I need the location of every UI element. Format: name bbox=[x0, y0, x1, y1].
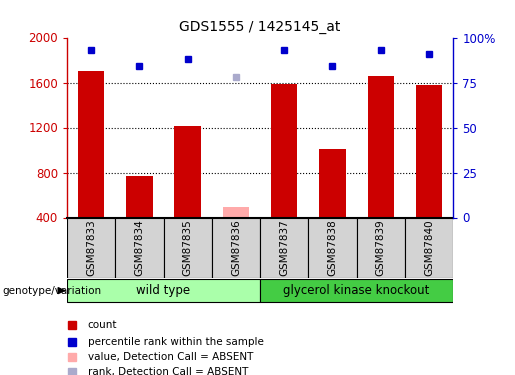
Bar bbox=[308, 217, 356, 278]
Bar bbox=[67, 217, 115, 278]
Text: value, Detection Call = ABSENT: value, Detection Call = ABSENT bbox=[88, 352, 253, 362]
Text: GSM87834: GSM87834 bbox=[134, 219, 144, 276]
Bar bbox=[212, 217, 260, 278]
Bar bbox=[175, 126, 201, 218]
Bar bbox=[319, 149, 346, 217]
Text: GSM87837: GSM87837 bbox=[279, 219, 289, 276]
Text: genotype/variation: genotype/variation bbox=[3, 286, 101, 296]
Text: GSM87838: GSM87838 bbox=[328, 219, 337, 276]
Text: GSM87833: GSM87833 bbox=[86, 219, 96, 276]
Text: GSM87839: GSM87839 bbox=[376, 219, 386, 276]
Bar bbox=[271, 84, 298, 218]
Text: rank, Detection Call = ABSENT: rank, Detection Call = ABSENT bbox=[88, 367, 248, 375]
Title: GDS1555 / 1425145_at: GDS1555 / 1425145_at bbox=[179, 20, 341, 34]
Bar bbox=[405, 217, 453, 278]
Bar bbox=[260, 217, 308, 278]
Text: GSM87835: GSM87835 bbox=[183, 219, 193, 276]
Bar bbox=[126, 176, 152, 218]
Bar bbox=[163, 217, 212, 278]
Text: GSM87840: GSM87840 bbox=[424, 219, 434, 276]
Bar bbox=[416, 85, 442, 218]
Bar bbox=[368, 76, 394, 217]
Text: glycerol kinase knockout: glycerol kinase knockout bbox=[283, 284, 430, 297]
Text: count: count bbox=[88, 320, 117, 330]
Bar bbox=[260, 279, 453, 302]
Bar bbox=[78, 71, 105, 217]
Bar bbox=[356, 217, 405, 278]
Bar bbox=[222, 207, 249, 218]
Text: GSM87836: GSM87836 bbox=[231, 219, 241, 276]
Text: wild type: wild type bbox=[136, 284, 191, 297]
Bar bbox=[67, 279, 260, 302]
Text: percentile rank within the sample: percentile rank within the sample bbox=[88, 337, 264, 347]
Bar bbox=[115, 217, 163, 278]
